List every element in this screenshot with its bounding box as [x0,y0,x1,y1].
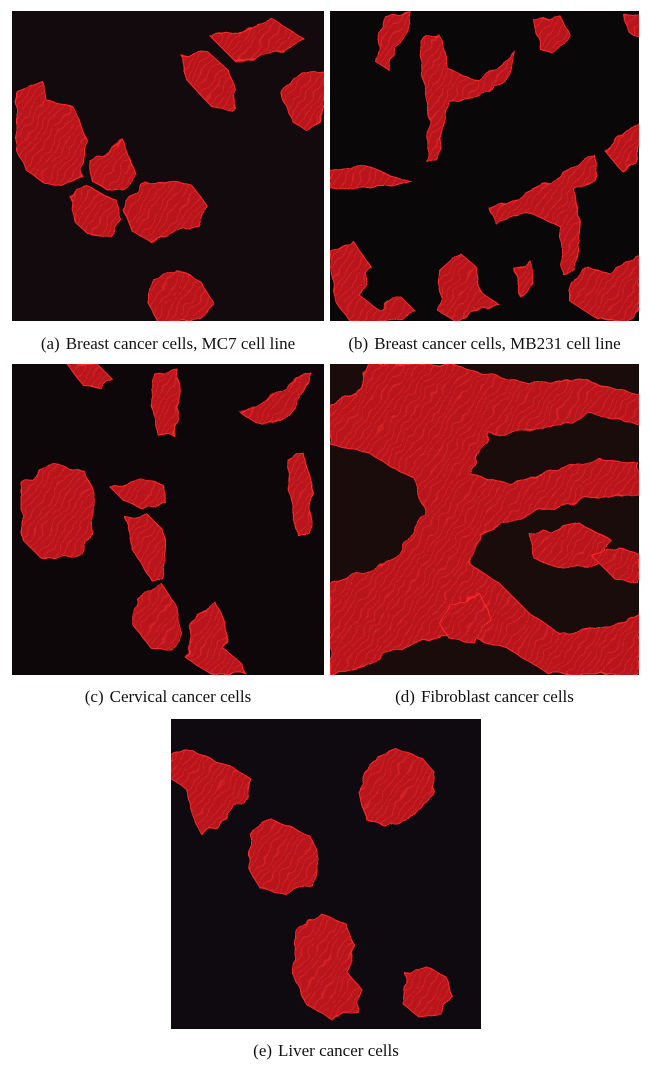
micrograph-fibroblast [330,364,639,675]
caption-text-a: Breast cancer cells, MC7 cell line [65,334,296,353]
caption-b: (b) Breast cancer cells, MB231 cell line [327,334,642,354]
caption-d: (d) Fibroblast cancer cells [330,687,639,707]
liver-cells-image [171,719,481,1029]
fibroblast-cells-image [330,364,639,675]
mc7-cells-image [12,11,324,321]
caption-text-b: Breast cancer cells, MB231 cell line [374,334,621,353]
caption-label-c: (c) [84,687,104,706]
micrograph-cervical [12,364,324,675]
caption-label-e: (e) [253,1041,273,1060]
caption-text-c: Cervical cancer cells [109,687,252,706]
micrograph-mc7 [12,11,324,321]
caption-label-b: (b) [348,334,369,353]
cervical-cells-image [12,364,324,675]
micrograph-liver [171,719,481,1029]
caption-c: (c) Cervical cancer cells [12,687,324,707]
micrograph-mb231 [330,11,639,321]
caption-a: (a) Breast cancer cells, MC7 cell line [12,334,324,354]
caption-text-e: Liver cancer cells [278,1041,399,1060]
mb231-cells-image [330,11,639,321]
caption-text-d: Fibroblast cancer cells [420,687,574,706]
caption-label-a: (a) [40,334,60,353]
caption-label-d: (d) [395,687,415,706]
caption-e: (e) Liver cancer cells [171,1041,481,1061]
